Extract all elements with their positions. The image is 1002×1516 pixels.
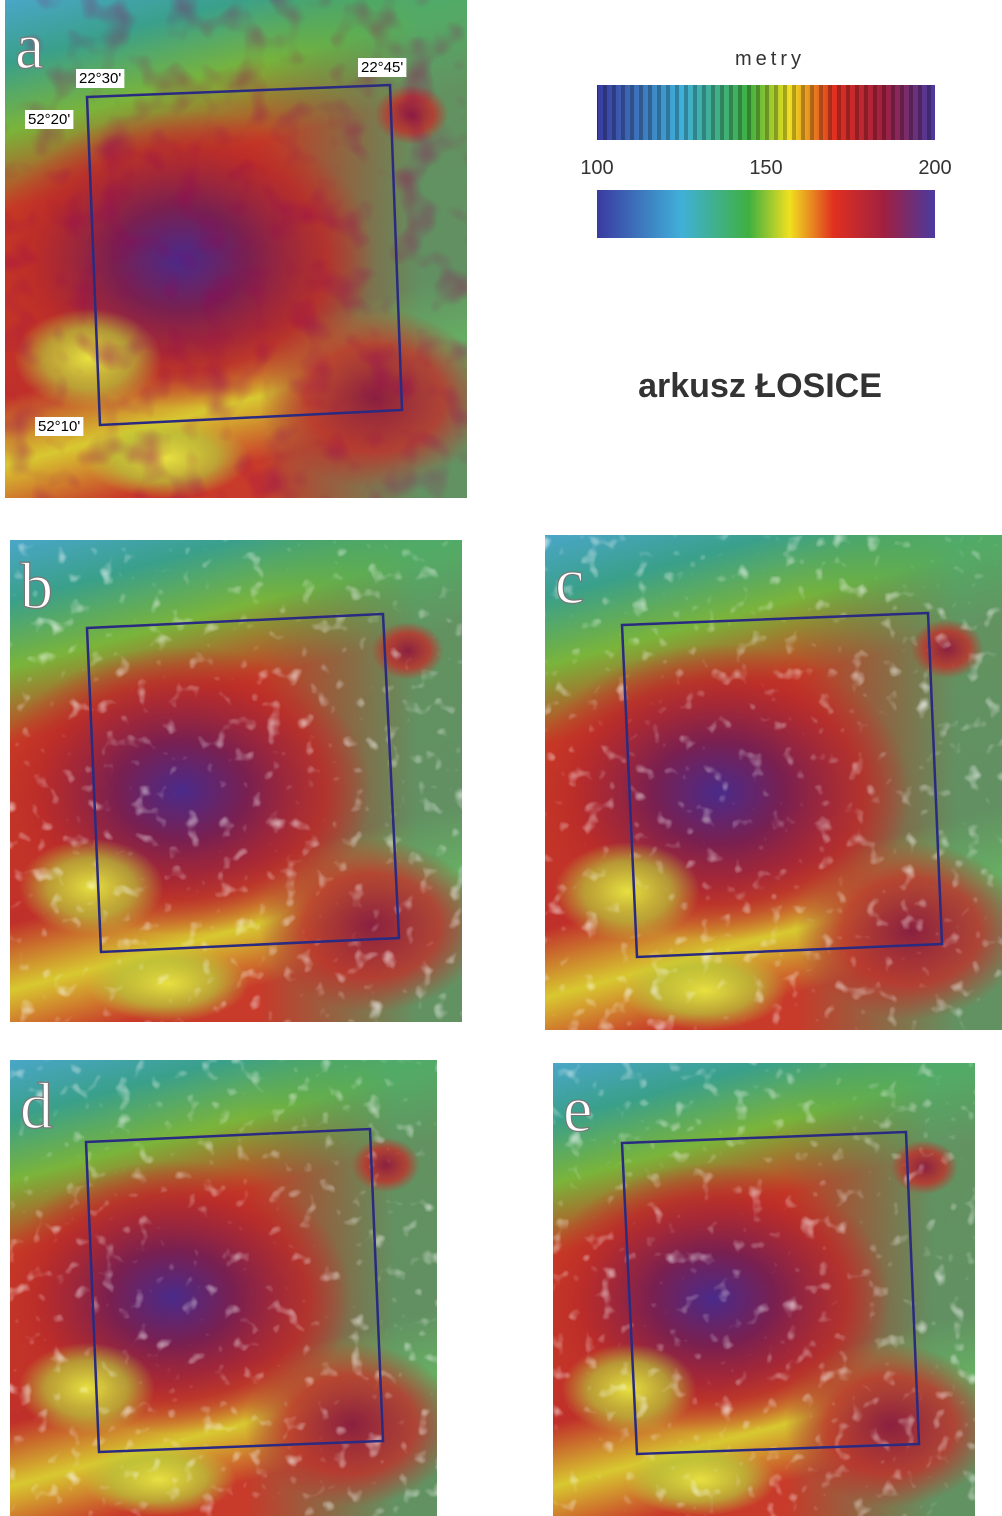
legend-unit: metry [735,48,805,70]
coordinate-label: 52°10' [38,418,80,435]
panel-letter: e [563,1073,592,1146]
legend-tick-label: 200 [918,157,951,179]
terrain-texture [545,535,1002,1030]
map-panel [0,540,485,1022]
coordinate-label: 22°45' [361,59,403,76]
sheet-title: arkusz ŁOSICE [638,367,882,405]
panel-letter: b [20,550,53,623]
map-panel [527,535,1002,1030]
panel-letter: d [20,1070,53,1143]
legend-bar-stripes [597,85,935,140]
panel-letter: a [15,10,44,83]
map-panel [536,1063,996,1516]
coordinate-label: 52°20' [28,111,70,128]
figure: a b c d e 22°30' 22°45' 52°20' 52°10' metry 100 150… [0,0,1002,1516]
panel-letter: c [555,545,584,618]
legend-tick-label: 100 [580,157,613,179]
legend-tick-label: 150 [749,157,782,179]
coordinate-label: 22°30' [79,70,121,87]
legend-bar-smooth [597,190,935,238]
terrain-texture [10,540,462,1022]
